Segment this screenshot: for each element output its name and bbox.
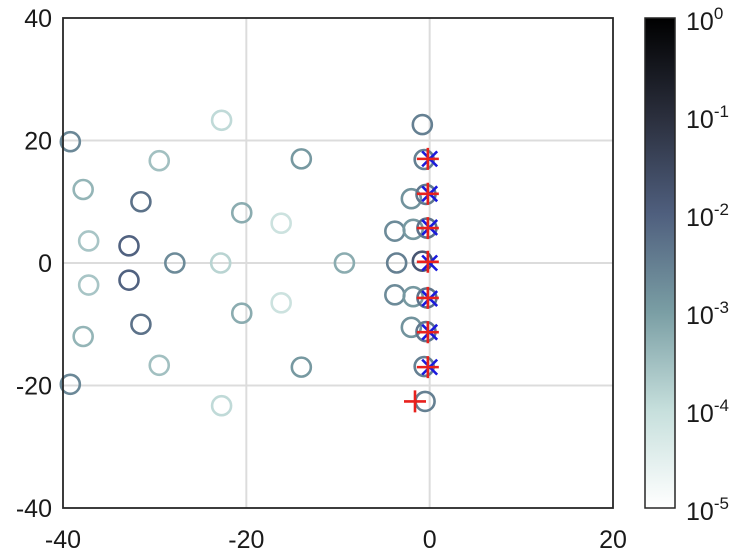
data-point-circle	[130, 313, 152, 336]
colorbar-tick-label: 10-4	[686, 396, 729, 428]
colorbar-tick-label: 100	[686, 4, 723, 36]
x-tick-label: -20	[228, 526, 264, 554]
colorbar-tick-label: 10-2	[686, 200, 729, 232]
data-point-circle	[72, 325, 94, 348]
data-point-circle	[290, 148, 313, 170]
y-tick-labels: 40 20 0 -20 -40	[16, 5, 52, 523]
data-point-circle	[118, 235, 140, 257]
data-point-circle	[77, 230, 100, 252]
data-point-circle	[270, 292, 292, 314]
data-point-circle	[385, 252, 408, 274]
y-tick-label: 0	[38, 250, 52, 278]
data-point-plus	[416, 182, 439, 205]
data-point-circle	[148, 354, 171, 377]
data-point-circle	[164, 252, 186, 274]
data-point-circle	[118, 269, 140, 291]
data-point-circle	[230, 302, 253, 325]
data-point-circle	[400, 316, 423, 339]
data-point-circle	[411, 113, 434, 136]
data-point-plus	[404, 390, 426, 413]
data-point-circle	[59, 130, 82, 153]
data-point-plus	[416, 217, 439, 240]
colorbar-tick-labels: 100 10-1 10-2 10-3 10-4 10-5	[686, 4, 729, 526]
colorbar-tick-label: 10-1	[686, 102, 729, 134]
data-point-circle	[210, 394, 233, 417]
data-point-plus	[416, 356, 439, 379]
data-point-plus	[416, 321, 439, 344]
data-markers	[59, 109, 439, 417]
data-point-plus	[416, 147, 439, 170]
data-point-plus	[416, 286, 439, 309]
colorbar	[644, 17, 676, 509]
y-tick-label: -40	[16, 495, 52, 523]
x-tick-label: 0	[423, 526, 437, 554]
data-point-circle	[148, 149, 171, 172]
colorbar-tick-label: 10-3	[686, 298, 729, 330]
x-tick-label: 20	[599, 526, 627, 554]
axes-box	[62, 17, 614, 509]
data-point-circle	[209, 252, 232, 274]
data-point-circle	[230, 201, 253, 224]
x-tick-labels: -40 -20 0 20	[45, 526, 627, 554]
data-point-circle	[400, 187, 423, 210]
data-point-circle	[77, 274, 100, 296]
data-point-circle	[333, 252, 356, 274]
data-point-plus	[416, 250, 439, 273]
data-point-circle	[210, 109, 233, 132]
y-tick-label: 40	[24, 5, 52, 33]
y-tick-label: -20	[16, 373, 52, 401]
x-tick-label: -40	[45, 526, 81, 554]
data-point-circle	[130, 190, 152, 213]
y-tick-label: 20	[24, 128, 52, 156]
data-point-circle	[270, 212, 292, 234]
data-point-circle	[290, 356, 313, 378]
data-point-circle	[72, 178, 94, 201]
colorbar-tick-label: 10-5	[686, 494, 729, 526]
data-point-circle	[59, 373, 82, 396]
